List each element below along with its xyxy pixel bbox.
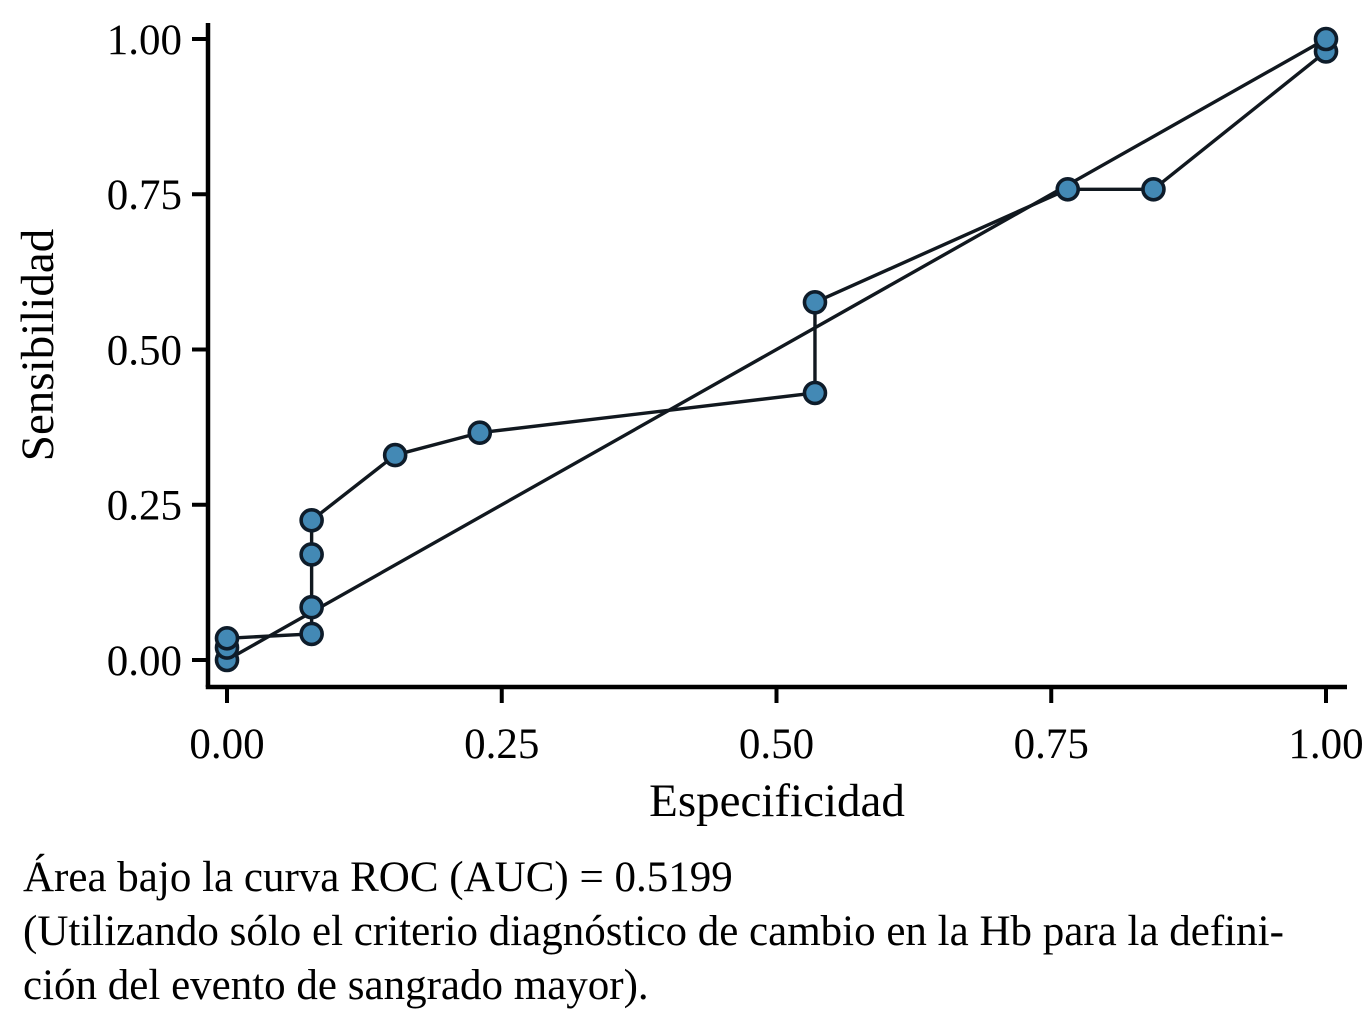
caption: Área bajo la curva ROC (AUC) = 0.5199 (U… [23, 851, 1284, 1013]
roc-point-marker [802, 290, 828, 315]
x-tick-label: 0.50 [739, 721, 814, 768]
roc-point-marker [1055, 176, 1081, 202]
roc-point-marker [299, 507, 324, 533]
roc-point-marker [299, 594, 324, 620]
roc-point-marker [299, 621, 324, 647]
y-tick-label: 1.00 [107, 17, 182, 64]
x-tick-label: 0.00 [189, 721, 264, 768]
reference-diagonal-line [225, 37, 1328, 662]
y-tick-label: 0.00 [107, 638, 182, 685]
x-tick-label: 0.75 [1014, 721, 1089, 768]
x-axis-title: Especificidad [649, 775, 905, 827]
roc-point-marker [1141, 176, 1166, 202]
caption-line-auc: Área bajo la curva ROC (AUC) = 0.5199 [23, 854, 733, 901]
caption-line-method: (Utilizando sólo el criterio diagnóstico… [23, 908, 1284, 955]
caption-line-method-cont: ción del evento de sangrado mayor). [23, 962, 649, 1009]
roc-point-marker [467, 420, 493, 446]
x-tick-label: 0.25 [464, 721, 539, 768]
y-tick-label: 0.50 [107, 327, 182, 374]
x-tick-label: 1.00 [1288, 721, 1363, 768]
y-tick-label: 0.75 [107, 172, 182, 219]
roc-point-marker [299, 542, 324, 567]
roc-point-marker [802, 380, 828, 406]
roc-point-marker [1313, 26, 1339, 52]
y-tick-label: 0.25 [107, 483, 182, 530]
roc-point-marker [214, 625, 240, 651]
roc-point-marker [382, 442, 408, 468]
y-axis-title: Sensibilidad [12, 228, 64, 462]
